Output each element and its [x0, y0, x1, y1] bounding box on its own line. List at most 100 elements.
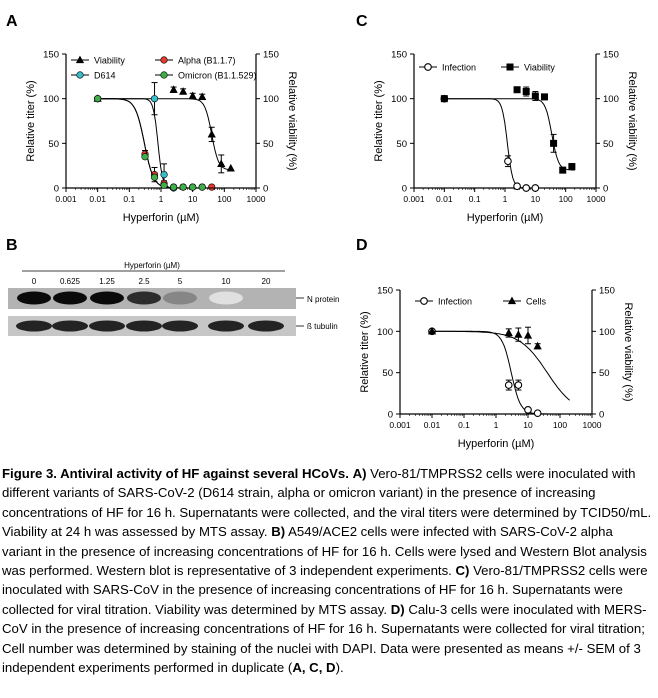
y-axis-label-right: Relative viability (%) [286, 71, 298, 170]
x-tick-label: 1000 [587, 194, 606, 204]
y-tick-label-left: 150 [391, 50, 407, 61]
data-point [141, 153, 149, 161]
tubulin-label: ß tubulin [307, 322, 338, 331]
caption-title: Figure 3. Antiviral activity of HF again… [2, 466, 349, 481]
data-point [533, 409, 542, 418]
caption-end-bold: A, C, D [292, 660, 336, 676]
data-point [160, 171, 168, 179]
x-tick-label: 1000 [583, 420, 602, 430]
legend-label: D614 [94, 71, 116, 81]
y-tick-label-right: 0 [599, 410, 604, 421]
y-axis-label-left: Relative titer (%) [373, 80, 385, 161]
data-point [169, 85, 178, 93]
x-axis-label: Hyperforin (µM) [458, 438, 535, 450]
y-tick-label-right: 100 [603, 94, 619, 105]
x-tick-label: 100 [217, 194, 231, 204]
x-tick-label: 100 [559, 194, 573, 204]
legend-item: Viability [71, 56, 125, 66]
panel-label-b: B [6, 237, 18, 254]
n-protein-label: N protein [307, 295, 339, 304]
data-point [198, 92, 207, 100]
caption-end-close: ). [335, 660, 344, 676]
caption-label-c: C) [455, 563, 470, 579]
legend-marker [160, 71, 168, 79]
data-point [427, 326, 437, 335]
lane-label: 0 [32, 277, 37, 286]
x-tick-label: 0.1 [458, 420, 470, 430]
data-point [160, 181, 168, 189]
y-axis-label-right: Relative viability (%) [622, 302, 634, 401]
x-tick-label: 0.001 [55, 194, 77, 204]
tubulin-band [16, 320, 52, 332]
data-point [217, 159, 226, 167]
figure-caption: Figure 3. Antiviral activity of HF again… [2, 464, 654, 677]
tubulin-band [162, 320, 198, 332]
y-tick-label-right: 50 [599, 368, 610, 379]
data-point [188, 91, 197, 100]
x-tick-label: 0.01 [424, 420, 441, 430]
legend-item: Alpha (B1.1.7) [155, 56, 236, 66]
data-point [170, 183, 178, 191]
legend-item: Cells [503, 297, 547, 307]
x-tick-label: 1 [503, 194, 508, 204]
legend-marker [75, 55, 85, 64]
fit-curve [432, 330, 570, 415]
data-point [522, 88, 530, 96]
series-omicron-b1-1-529- [94, 95, 234, 191]
tubulin-band [126, 320, 162, 332]
data-point [208, 183, 216, 191]
data-point [94, 95, 102, 103]
data-point [504, 328, 513, 337]
lane-label: 10 [222, 277, 231, 286]
x-tick-label: 0.001 [389, 420, 411, 430]
legend-marker [76, 71, 84, 79]
data-point [540, 93, 548, 101]
y-tick-label-right: 50 [603, 139, 614, 150]
series-infection [428, 327, 570, 418]
x-tick-label: 0.1 [469, 194, 481, 204]
caption-label-d: D) [390, 601, 405, 617]
n-protein-band [17, 291, 51, 305]
data-point [514, 330, 523, 338]
x-axis-label: Hyperforin (µM) [123, 212, 200, 224]
x-tick-label: 10 [523, 420, 533, 430]
lane-label: 0.625 [60, 277, 81, 286]
data-point [440, 95, 448, 103]
caption-end-open: ( [287, 660, 293, 676]
data-point [522, 184, 531, 192]
caption-text-c: Vero-81/TMPRSS2 cells were inoculated wi… [2, 563, 648, 617]
n-protein-band [163, 291, 197, 305]
legend-item: Infection [415, 297, 472, 307]
data-point [179, 87, 188, 95]
series-cells [427, 326, 570, 401]
y-tick-label-right: 0 [603, 184, 608, 195]
y-axis-label-left: Relative titer (%) [25, 80, 37, 161]
data-point [514, 381, 523, 389]
y-tick-label-left: 100 [377, 327, 393, 338]
y-tick-label-left: 0 [54, 184, 59, 195]
caption-label-a: A) [352, 466, 367, 481]
legend-marker [424, 63, 432, 71]
y-tick-label-left: 0 [388, 410, 393, 421]
legend-marker [160, 56, 168, 64]
series-viability [440, 86, 576, 174]
data-point [523, 331, 533, 339]
n-protein-band [209, 291, 243, 305]
legend-label: Viability [94, 56, 125, 66]
chart-a: 0 0 50 50 100 100 150 150 0.001 0.01 0.1 1 10 100 1000… [25, 50, 298, 225]
y-tick-label-left: 0 [402, 184, 407, 195]
y-tick-label-right: 150 [599, 286, 615, 297]
y-tick-label-right: 150 [263, 50, 279, 61]
y-tick-label-right: 100 [263, 94, 279, 105]
data-point [504, 381, 513, 389]
x-tick-label: 10 [188, 194, 198, 204]
y-tick-label-left: 100 [391, 94, 407, 105]
x-tick-label: 1 [159, 194, 164, 204]
y-tick-label-right: 0 [263, 184, 268, 195]
data-point [150, 173, 159, 181]
y-tick-label-left: 150 [377, 286, 393, 297]
tubulin-band [89, 320, 125, 332]
lane-label: 2.5 [138, 277, 150, 286]
x-axis-label: Hyperforin (µM) [467, 212, 544, 224]
lane-label: 1.25 [99, 277, 115, 286]
